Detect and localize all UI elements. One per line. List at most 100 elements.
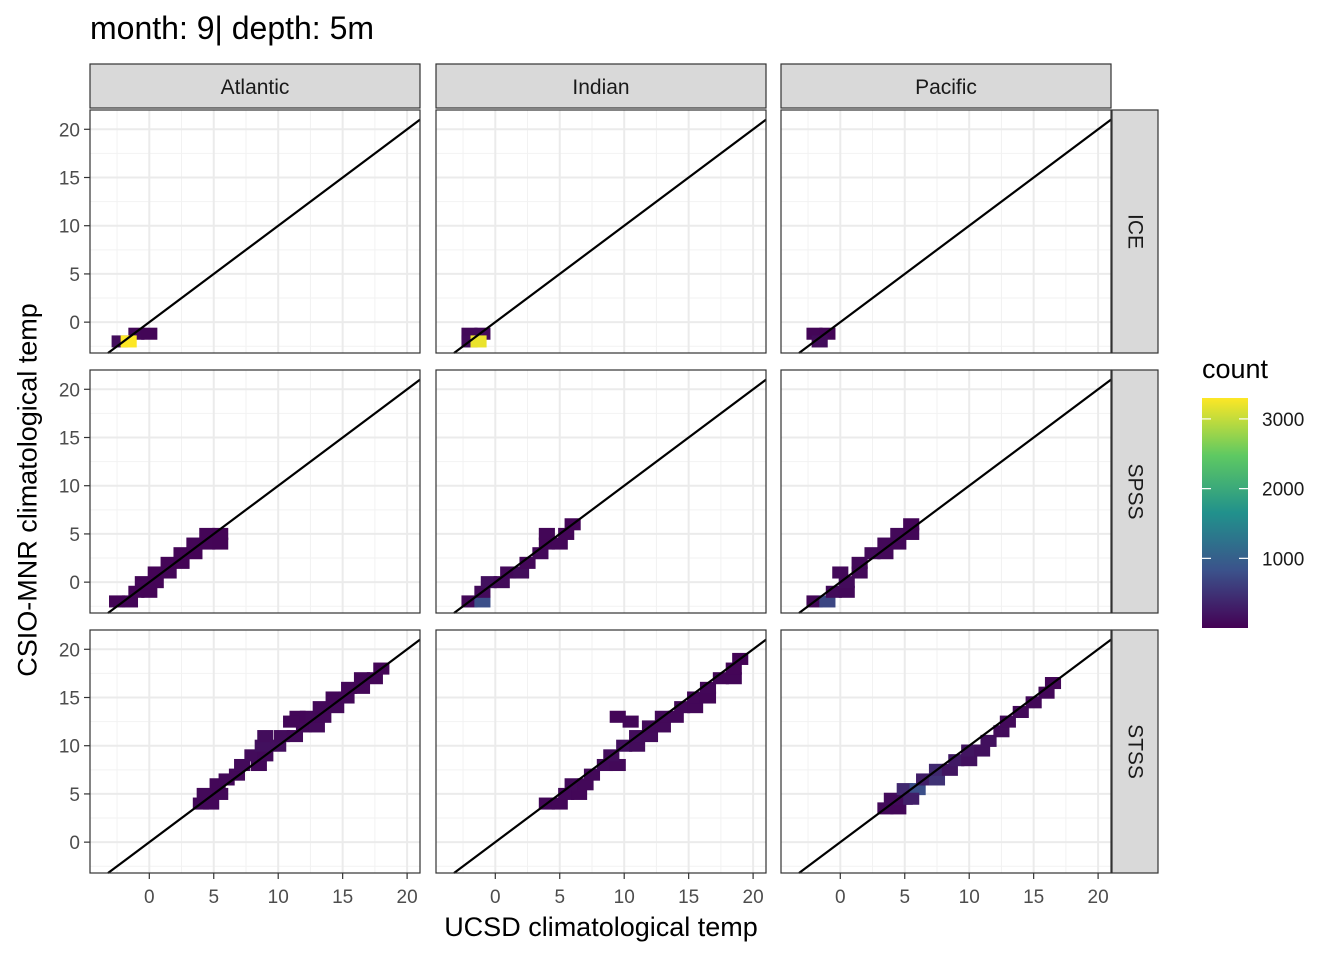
heatmap-bin: [228, 768, 246, 781]
heatmap-bin: [699, 691, 717, 704]
y-axis-title: CSIO-MNR climatological temp: [12, 303, 43, 677]
panel-bg-indian-spss: [436, 370, 766, 613]
facet-strip-label-ice: ICE: [1124, 214, 1147, 249]
heatmap-bin: [470, 335, 487, 348]
y-tick-label: 0: [69, 573, 80, 594]
x-tick-label: 0: [144, 887, 155, 908]
facet-strip-label-indian: Indian: [572, 76, 629, 99]
identity-line: [453, 378, 767, 614]
x-tick-label: 20: [397, 887, 418, 908]
identity-line: [453, 638, 767, 874]
heatmap-bin: [577, 778, 594, 791]
x-tick-label: 15: [332, 887, 353, 908]
x-tick-label: 20: [1088, 887, 1109, 908]
x-tick-label: 5: [208, 887, 219, 908]
panel-bg-atlantic-ice: [90, 110, 420, 353]
x-tick-label: 0: [490, 887, 501, 908]
y-tick-label: 15: [59, 689, 80, 710]
heatmap-bin: [993, 725, 1010, 738]
heatmap-bin: [609, 710, 626, 723]
heatmap-bin: [819, 595, 836, 608]
heatmap-bin: [474, 595, 491, 608]
heatmap-bin: [513, 566, 530, 579]
facet-strip-label-pacific: Pacific: [915, 76, 977, 99]
y-tick-label: 0: [69, 833, 80, 854]
heatmap-bin: [286, 730, 304, 743]
panel-border-atlantic-ice: [89, 109, 421, 354]
heatmap-bin: [141, 585, 158, 598]
heatmap-bin: [244, 749, 261, 762]
legend-tick-label: 1000: [1262, 549, 1304, 570]
panel-bg-pacific-spss: [781, 370, 1111, 613]
x-tick-label: 5: [554, 887, 565, 908]
identity-line: [798, 638, 1112, 874]
panel-border-atlantic-stss: [89, 629, 421, 874]
heatmap-bin: [980, 734, 997, 747]
facet-strip-stss: [1111, 629, 1159, 874]
heatmap-bin: [941, 763, 958, 776]
facet-strip-ice: [1111, 109, 1159, 354]
panel-border-pacific-spss: [780, 369, 1112, 614]
identity-line: [107, 118, 421, 354]
x-tick-label: 5: [899, 887, 910, 908]
heatmap-bin: [832, 566, 849, 579]
identity-line: [453, 118, 767, 354]
identity-line: [107, 378, 421, 614]
y-tick-label: 5: [69, 785, 80, 806]
heatmap-bin: [571, 787, 588, 800]
heatmap-bin: [212, 537, 229, 550]
panel-bg-indian-stss: [436, 630, 766, 873]
facet-strip-pacific: [780, 63, 1112, 109]
facet-strip-label-spss: SPSS: [1124, 463, 1147, 519]
legend-tick-label: 3000: [1262, 410, 1304, 431]
x-tick-label: 20: [743, 887, 764, 908]
x-tick-label: 10: [268, 887, 289, 908]
facet-strip-spss: [1111, 369, 1159, 614]
heatmap-bin: [538, 527, 555, 540]
panel-border-atlantic-spss: [89, 369, 421, 614]
x-tick-label: 10: [959, 887, 980, 908]
panel-border-pacific-stss: [780, 629, 1112, 874]
y-tick-label: 15: [59, 169, 80, 190]
panel-border-indian-ice: [435, 109, 767, 354]
facet-strip-label-atlantic: Atlantic: [221, 76, 290, 99]
x-tick-label: 15: [1023, 887, 1044, 908]
heatmap-bin: [725, 672, 742, 685]
identity-line: [107, 638, 421, 874]
heatmap-bin: [890, 802, 907, 815]
heatmap-bin: [629, 739, 646, 752]
y-tick-label: 10: [59, 217, 80, 238]
heatmap-bin: [203, 797, 220, 810]
heatmap-bin: [961, 754, 978, 767]
panel-bg-pacific-ice: [781, 110, 1111, 353]
identity-line: [798, 118, 1112, 354]
heatmap-bin: [687, 701, 704, 714]
y-tick-label: 10: [59, 477, 80, 498]
y-tick-label: 0: [69, 313, 80, 334]
y-tick-label: 5: [69, 525, 80, 546]
legend-title: count: [1202, 354, 1269, 384]
y-tick-label: 10: [59, 737, 80, 758]
y-tick-label: 5: [69, 265, 80, 286]
panel-bg-indian-ice: [436, 110, 766, 353]
legend-tick-label: 2000: [1262, 480, 1304, 501]
x-tick-label: 10: [614, 887, 635, 908]
y-tick-label: 20: [59, 120, 80, 141]
facet-strip-indian: [435, 63, 767, 109]
heatmap-bin: [551, 797, 568, 810]
chart-title: month: 9| depth: 5m: [90, 10, 375, 46]
panel-border-pacific-ice: [780, 109, 1112, 354]
x-tick-label: 15: [678, 887, 699, 908]
heatmap-bin: [257, 730, 274, 743]
identity-line: [798, 378, 1112, 614]
panel-border-indian-stss: [435, 629, 767, 874]
heatmap-bin: [811, 335, 828, 348]
panel-bg-atlantic-spss: [90, 370, 420, 613]
heatmap-bin: [283, 715, 300, 728]
panel-bg-pacific-stss: [781, 630, 1111, 873]
heatmap-bin: [308, 720, 325, 733]
heatmap-bin: [254, 739, 271, 752]
heatmap-bin: [903, 792, 920, 805]
heatmap-bin: [234, 758, 251, 772]
